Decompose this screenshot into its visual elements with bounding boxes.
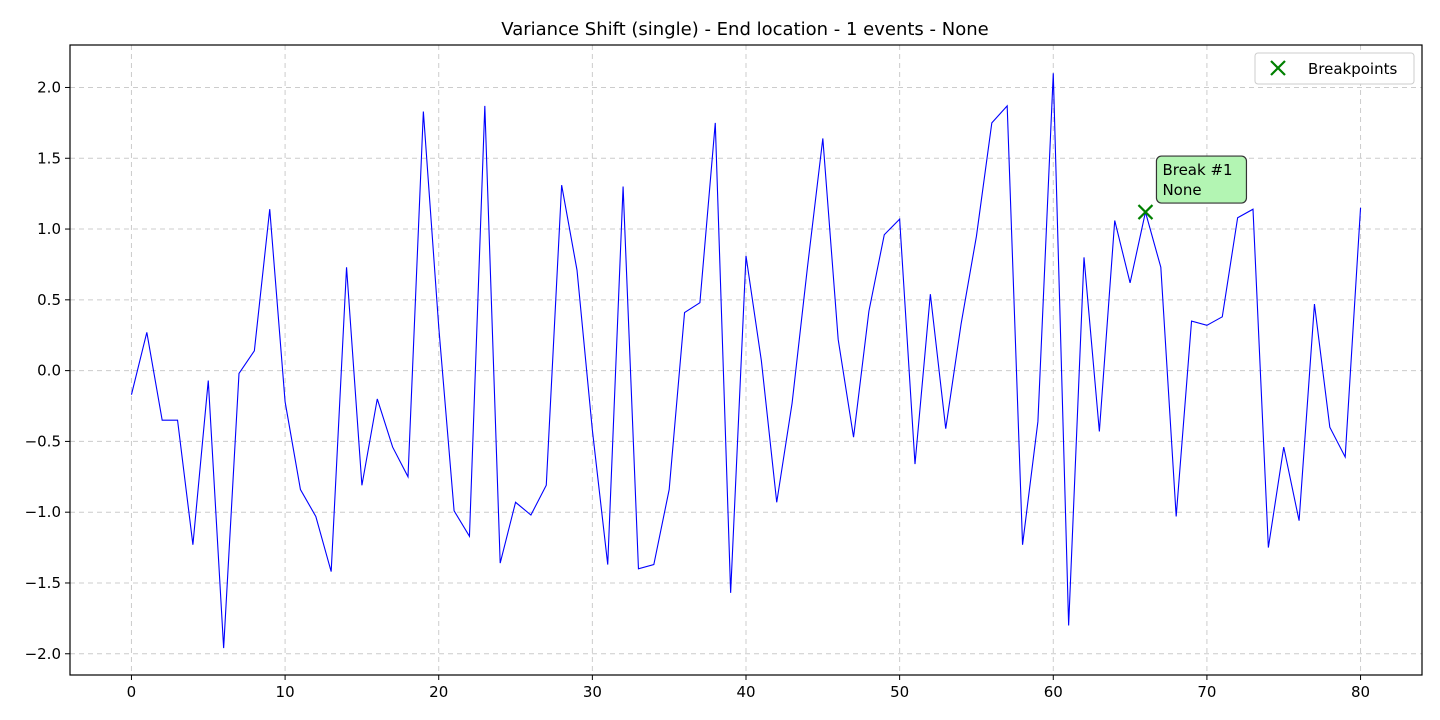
y-tick-label: −1.0: [25, 503, 61, 521]
legend: Breakpoints: [1254, 52, 1415, 85]
series-line: [130, 73, 1362, 649]
y-tick-label: −0.5: [25, 432, 61, 450]
annotation-box: [1155, 155, 1248, 204]
x-tick-label: 70: [1197, 683, 1216, 701]
series-layer: [130, 73, 1362, 649]
grid: [70, 45, 1422, 675]
y-tick-label: −2.0: [25, 645, 61, 663]
annotation-text: None: [1162, 181, 1201, 199]
legend-label-breakpoints: Breakpoints: [1308, 60, 1397, 78]
chart-title: Variance Shift (single) - End location -…: [501, 19, 988, 40]
y-tick-label: 1.0: [37, 220, 61, 238]
y-tick-label: −1.5: [25, 574, 61, 592]
axis-ticks: 0 10 20 30 40 50 60 70 80 −2.0 −1.5 −1.0 −0.5 0.0 0.5 1…: [25, 78, 1371, 701]
annotation-text: Break #1: [1162, 161, 1232, 179]
x-tick-label: 80: [1351, 683, 1370, 701]
x-tick-label: 10: [276, 683, 295, 701]
breakpoint-annotation: Break #1 None: [1155, 155, 1248, 204]
y-tick-label: 1.5: [37, 149, 61, 167]
y-tick-label: 0.0: [37, 362, 61, 380]
x-tick-label: 30: [583, 683, 602, 701]
x-tick-label: 60: [1044, 683, 1063, 701]
legend-marker-icon: [1270, 60, 1286, 76]
annotation-layer: Break #1 None: [1155, 155, 1248, 204]
y-tick-label: 2.0: [37, 78, 61, 96]
legend-box: [1254, 52, 1415, 85]
y-tick-label: 0.5: [37, 291, 61, 309]
marker-layer: [1137, 204, 1154, 220]
x-tick-label: 40: [736, 683, 755, 701]
x-tick-label: 20: [429, 683, 448, 701]
breakpoint-marker: [1137, 204, 1154, 220]
x-tick-label: 50: [890, 683, 909, 701]
x-tick-label: 0: [127, 683, 137, 701]
